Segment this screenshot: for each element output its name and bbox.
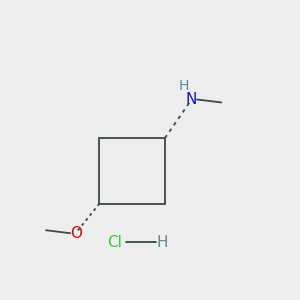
- Text: Cl: Cl: [107, 235, 122, 250]
- Text: O: O: [70, 226, 82, 241]
- Text: N: N: [186, 92, 197, 107]
- Text: H: H: [156, 235, 168, 250]
- Text: H: H: [179, 79, 189, 93]
